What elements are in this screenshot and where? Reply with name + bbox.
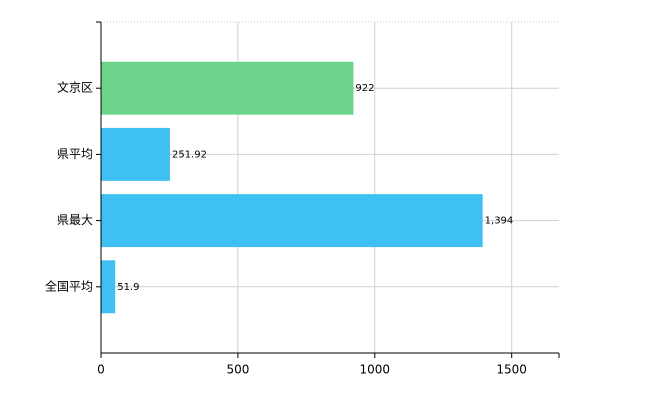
value-label: 922 xyxy=(355,83,374,94)
y-tick-label: 文京区 xyxy=(57,80,93,95)
x-tick-label: 0 xyxy=(97,363,105,377)
bar xyxy=(101,61,354,115)
x-tick-label: 1000 xyxy=(360,363,391,377)
value-label: 51.9 xyxy=(117,282,139,293)
value-label: 251.92 xyxy=(172,149,207,160)
x-tick-label: 1500 xyxy=(496,363,527,377)
bar xyxy=(101,127,170,181)
value-label: 1,394 xyxy=(485,216,514,227)
y-tick-label: 県平均 xyxy=(57,147,93,161)
y-tick-label: 全国平均 xyxy=(45,278,93,293)
x-tick-label: 500 xyxy=(226,363,249,377)
bar xyxy=(101,194,483,248)
y-tick-label: 県最大 xyxy=(57,213,93,227)
bar xyxy=(101,260,116,314)
